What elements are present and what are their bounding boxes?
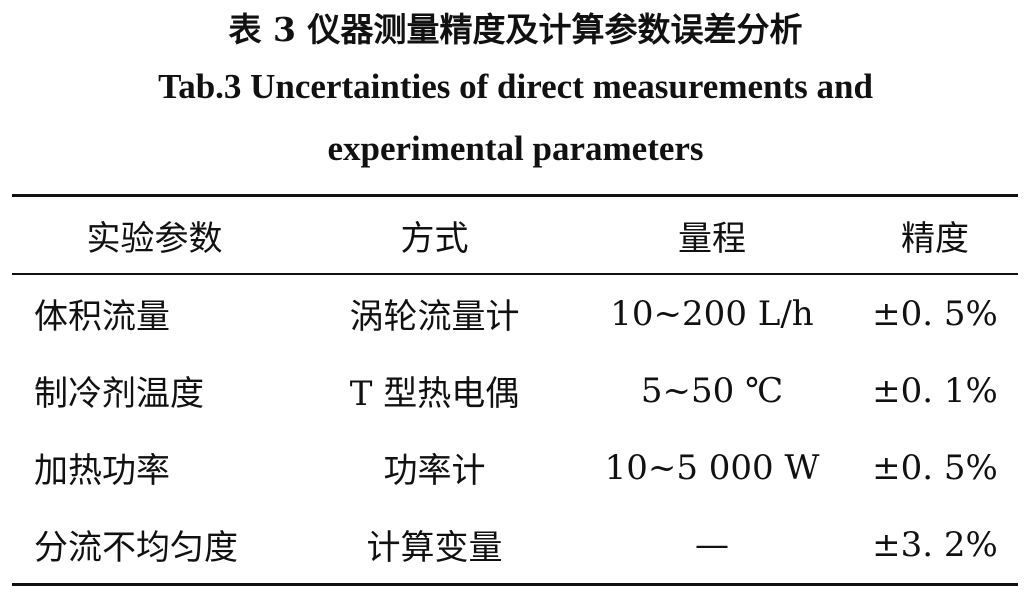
column-header: 量程 <box>572 195 852 275</box>
table-cell: 计算变量 <box>366 528 503 568</box>
table-cell: ±0. 5% <box>872 293 998 334</box>
table-row: 分流不均匀度 计算变量 — ±3. 2% <box>12 506 1018 585</box>
table-cell: ±3. 2% <box>872 524 998 565</box>
column-header: 实验参数 <box>12 195 297 275</box>
data-table: 实验参数 方式 量程 精度 体积流量 涡轮流量计 10~200 L/h ±0. 5% 制冷剂温… <box>12 194 1018 586</box>
table-cell: 功率计 <box>383 451 486 491</box>
table-cell: ±0. 5% <box>872 447 998 488</box>
table-cell: T 型热电偶 <box>349 374 520 414</box>
table-cell: 10~5 000 W <box>604 447 820 488</box>
table-row: 制冷剂温度 T 型热电偶 5~50 ℃ ±0. 1% <box>12 352 1018 429</box>
table-row: 加热功率 功率计 10~5 000 W ±0. 5% <box>12 429 1018 506</box>
table-cell: 分流不均匀度 <box>34 528 238 568</box>
table-body: 体积流量 涡轮流量计 10~200 L/h ±0. 5% 制冷剂温度 T 型热电偶 5~50… <box>12 274 1018 585</box>
column-header: 方式 <box>297 195 572 275</box>
table-cell: 10~200 L/h <box>610 293 814 334</box>
header-row: 实验参数 方式 量程 精度 <box>12 195 1018 275</box>
table-cell: 体积流量 <box>34 297 170 337</box>
table-row: 体积流量 涡轮流量计 10~200 L/h ±0. 5% <box>12 274 1018 352</box>
table-cell: 5~50 ℃ <box>640 370 784 411</box>
table-cell: 涡轮流量计 <box>349 297 520 337</box>
table-cell: 制冷剂温度 <box>34 374 204 414</box>
table-cell: ±0. 1% <box>872 370 998 411</box>
title-en: Tab.3 Uncertainties of direct measuremen… <box>158 67 873 168</box>
column-header: 精度 <box>852 195 1018 275</box>
table-cell: — <box>695 524 729 565</box>
table-cell: 加热功率 <box>34 451 170 491</box>
title-block: 表 3 仪器测量精度及计算参数误差分析 Tab.3 Uncertainties … <box>0 4 1031 180</box>
title-zh: 表 3 仪器测量精度及计算参数误差分析 <box>228 10 803 49</box>
